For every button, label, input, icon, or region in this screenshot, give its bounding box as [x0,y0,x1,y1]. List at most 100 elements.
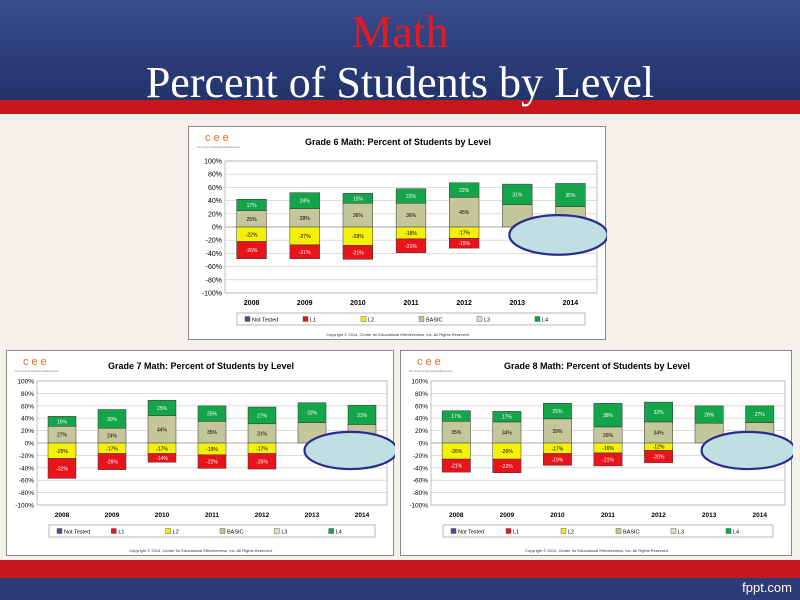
y-tick-label: -20% [19,453,34,460]
data-label: 17% [451,414,462,420]
title-banner [0,0,800,100]
y-tick-label: 100% [17,379,34,386]
bar-segment-l1 [342,245,373,260]
y-tick-label: 80% [21,391,34,398]
bar-segment-l4 [147,399,177,416]
y-tick-label: 20% [208,211,222,218]
y-tick-label: -20% [206,238,222,245]
x-tick-label: 2013 [509,300,525,307]
data-label: -17% [156,446,168,452]
bar-segment-l4 [197,405,227,422]
data-label: 25% [157,406,168,412]
logo-caption: The Center for Educational Effectiveness [409,370,453,373]
data-label: -16% [602,446,614,452]
y-tick-label: 0% [419,441,429,448]
data-label: 22% [459,188,470,194]
data-label: 38% [603,413,614,419]
x-tick-label: 2013 [702,512,717,519]
bar-segment-l1 [492,458,522,474]
x-tick-label: 2008 [244,300,260,307]
grade7-chart-panel: cee The Center for Educational Effectiven… [6,350,395,556]
x-tick-label: 2010 [550,512,565,519]
legend-label: L1 [513,530,519,536]
data-label: 36% [353,213,364,219]
y-tick-label: -80% [19,490,34,497]
y-tick-label: 100% [411,379,428,386]
grade8-chart-panel: cee The Center for Educational Effectiven… [400,350,793,556]
legend-label: BASIC [426,318,443,324]
legend-label: BASIC [227,530,244,536]
data-label: -25% [256,459,268,465]
bar-segment-l1 [147,453,177,463]
legend-swatch [328,528,334,534]
logo-caption: The Center for Educational Effectiveness [15,370,59,373]
copyright-text: Copyright © 2014, Center for Educational… [129,548,273,553]
data-label: 22% [406,194,417,200]
y-tick-label: 0% [212,225,222,232]
x-tick-label: 2010 [155,512,170,519]
data-label: 30% [107,417,118,423]
x-tick-label: 2012 [651,512,666,519]
y-tick-label: -40% [206,251,222,258]
chart-title: Grade 6 Math: Percent of Students by Lev… [305,137,491,147]
logo-icon: cee [417,356,444,368]
legend-swatch [418,316,425,322]
bar-segment-l1 [593,452,623,467]
copyright-text: Copyright © 2014, Center for Educational… [326,332,470,337]
data-label: 35% [207,430,218,436]
logo-icon: cee [23,356,50,368]
x-tick-label: 2009 [500,512,515,519]
y-tick-label: 80% [415,391,428,398]
chart-title: Grade 8 Math: Percent of Students by Lev… [504,361,690,371]
legend-swatch [219,528,226,534]
bar-segment-l1 [47,458,77,479]
legend-swatch [274,528,280,534]
bar-segment-l4 [543,403,572,420]
logo-icon: cee [205,132,232,144]
data-label: -18% [405,231,417,237]
grade6-chart-panel: cee The Center for Educational Effectiven… [188,126,607,340]
data-label: -27% [299,234,311,240]
data-label: -25% [56,449,68,455]
data-label: -20% [653,455,665,461]
data-label: 36% [406,213,417,219]
callout-ellipse [303,430,395,471]
legend-label: L4 [336,530,342,536]
data-label: -15% [458,241,470,247]
x-tick-label: 2010 [350,300,366,307]
legend-swatch [165,528,171,534]
y-tick-label: 20% [415,428,428,435]
legend-swatch [725,528,732,534]
data-label: 24% [107,434,118,440]
y-tick-label: -60% [413,478,428,485]
chart-title: Grade 7 Math: Percent of Students by Lev… [108,361,294,371]
data-label: 28% [300,216,311,222]
x-tick-label: 2012 [255,512,270,519]
data-label: -26% [106,460,118,466]
data-label: 27% [755,412,766,418]
data-label: -26% [450,449,462,455]
bar-segment-basic [543,418,572,444]
bar-segment-l1 [289,244,320,259]
bar-segment-l4 [236,199,267,211]
slide-title: Math [351,6,449,57]
data-label: 17% [502,415,513,421]
x-tick-label: 2013 [305,512,320,519]
bar-segment-l1 [236,241,267,259]
bar-segment-l4 [297,402,327,423]
data-label: 34% [502,430,513,436]
data-label: 31% [257,431,268,437]
data-label: -12% [653,445,665,451]
y-tick-label: 40% [415,416,428,423]
data-label: -22% [501,464,513,470]
data-label: 28% [704,412,715,418]
y-tick-label: 0% [25,441,35,448]
y-tick-label: -80% [413,490,428,497]
legend-label: BASIC [623,530,640,536]
legend-box [48,524,376,538]
data-label: -17% [552,446,564,452]
legend-swatch [450,528,457,534]
data-label: -26% [246,248,258,254]
legend-box [236,312,586,326]
x-tick-label: 2009 [297,300,313,307]
